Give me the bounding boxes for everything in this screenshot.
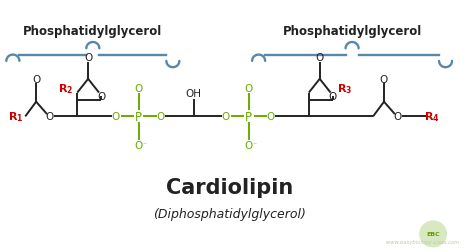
Text: Phosphatidylglycerol: Phosphatidylglycerol [23,25,163,38]
Text: O: O [45,112,54,122]
Text: P: P [135,110,142,123]
Text: O: O [84,53,92,63]
Text: OH: OH [185,89,201,99]
Text: O: O [32,75,40,84]
Text: $\mathbf{R_2}$: $\mathbf{R_2}$ [58,82,73,96]
Text: O: O [329,91,337,101]
Text: O: O [245,83,253,93]
Text: O: O [156,112,164,122]
Text: EBC: EBC [426,232,440,236]
Text: Phosphatidylglycerol: Phosphatidylglycerol [283,25,422,38]
Text: www.easybiology class.com: www.easybiology class.com [386,239,459,244]
Text: $\mathbf{R_3}$: $\mathbf{R_3}$ [337,82,353,96]
Text: Cardiolipin: Cardiolipin [166,178,293,198]
Circle shape [420,221,447,247]
Text: $\mathbf{R_1}$: $\mathbf{R_1}$ [8,110,24,124]
Text: O: O [135,83,143,93]
Text: (Diphosphatidylglycerol): (Diphosphatidylglycerol) [154,207,306,220]
Text: O: O [245,141,253,151]
Text: O: O [97,91,106,101]
Text: ⁻: ⁻ [143,140,146,149]
Text: $\mathbf{R_4}$: $\mathbf{R_4}$ [424,110,439,124]
Text: O: O [111,112,119,122]
Text: O: O [266,112,274,122]
Text: O: O [135,141,143,151]
Text: O: O [380,75,388,84]
Text: O: O [393,112,402,122]
Text: O: O [221,112,230,122]
Text: ⁻: ⁻ [253,140,256,149]
Text: P: P [246,110,252,123]
Text: O: O [316,53,324,63]
